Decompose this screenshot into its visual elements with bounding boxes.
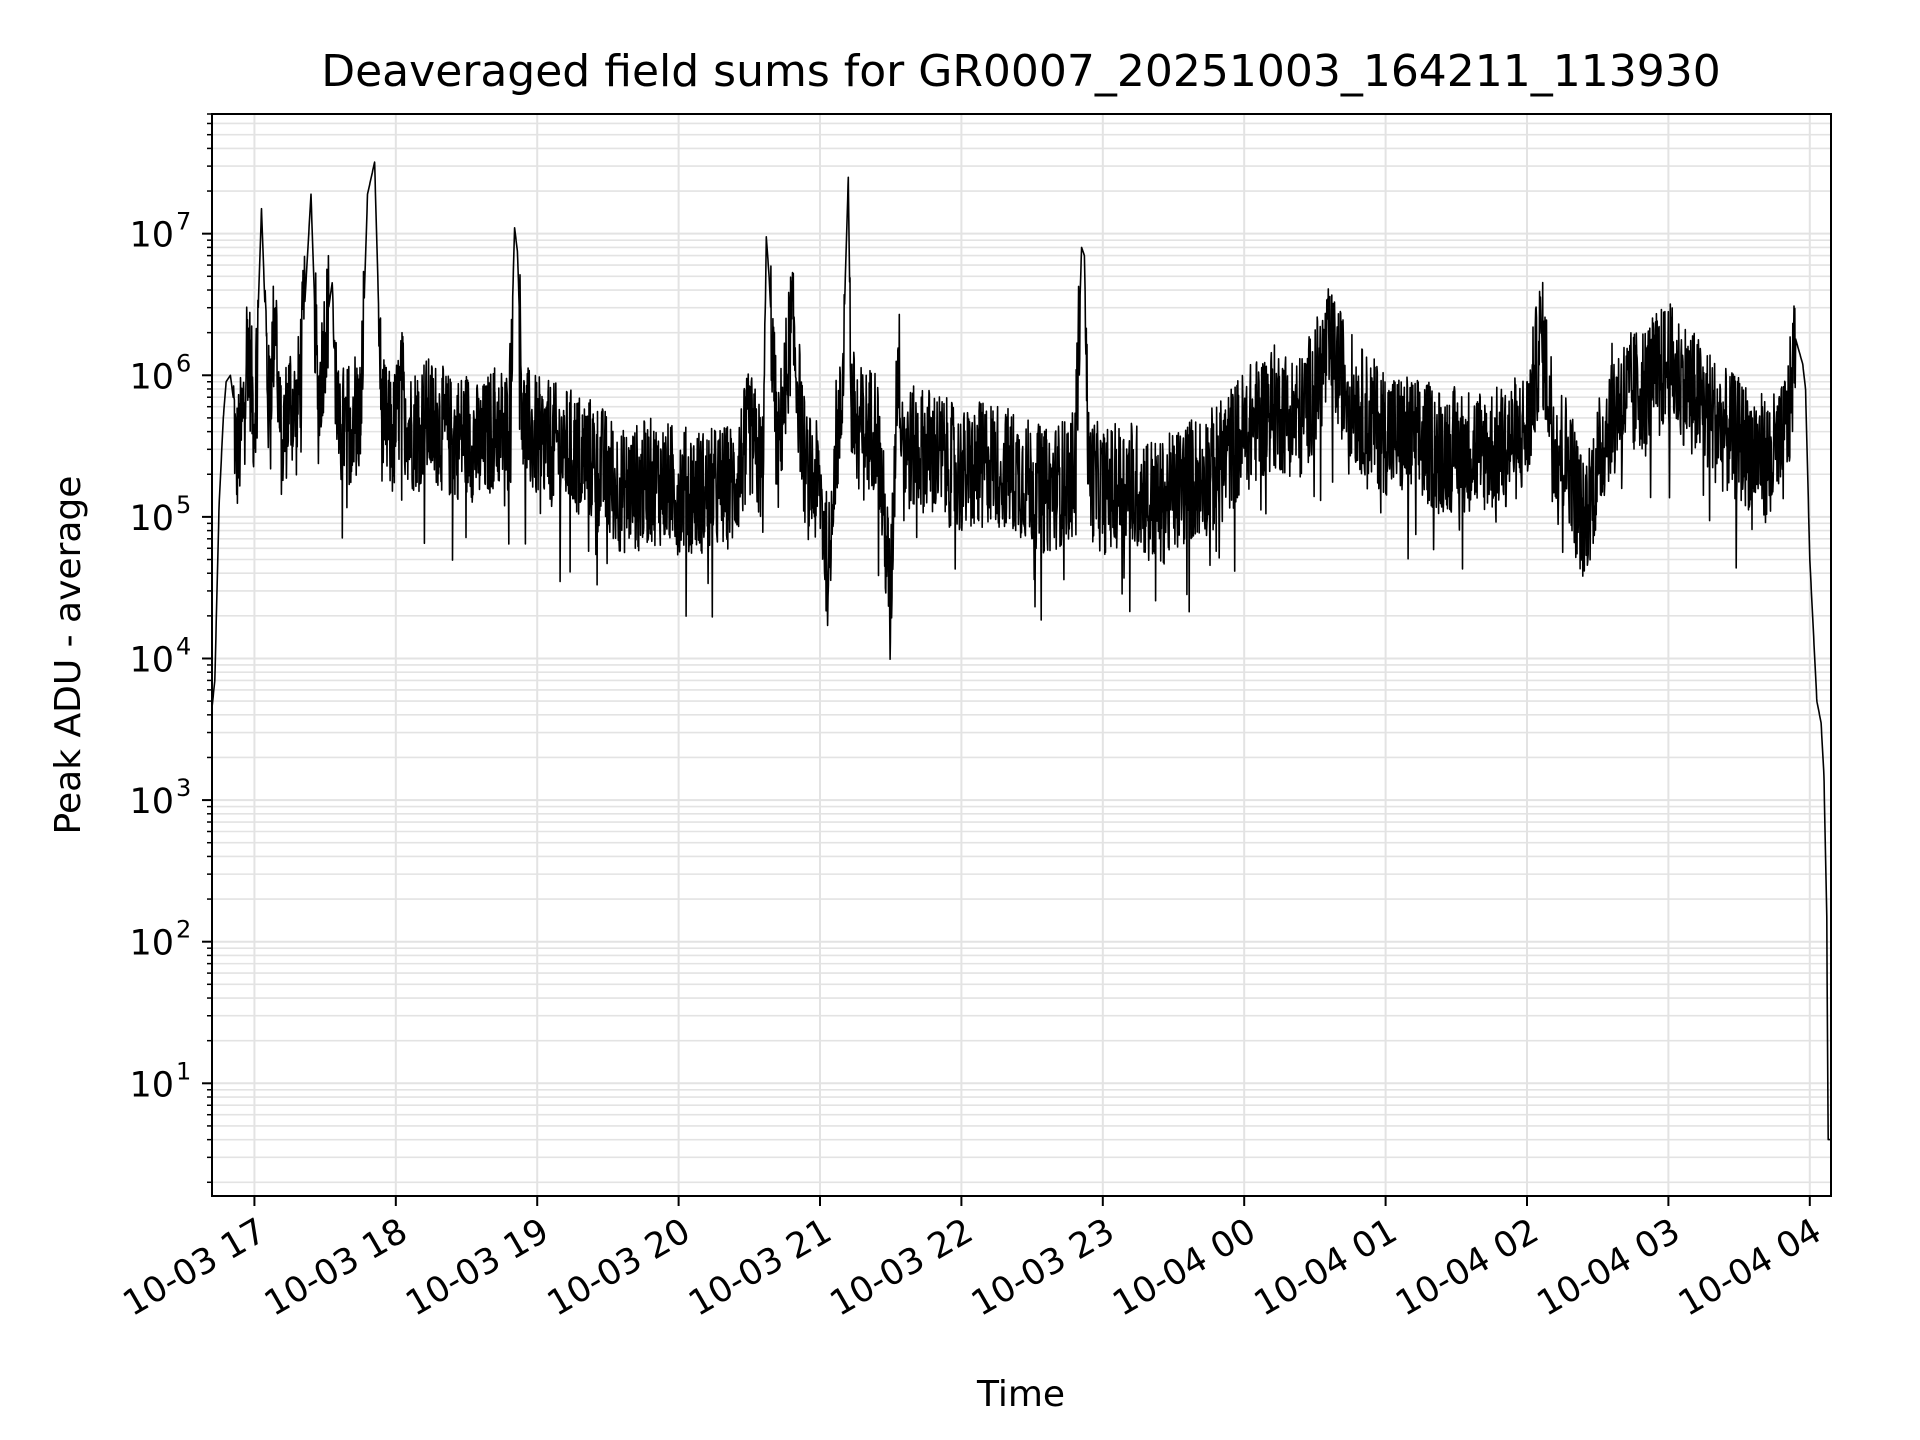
- chart-title: Deaveraged field sums for GR0007_2025100…: [321, 46, 1721, 97]
- y-tick-label: 10: [129, 1065, 174, 1105]
- y-tick-base: 10: [129, 640, 174, 680]
- y-tick-label: 10: [129, 499, 174, 539]
- y-tick-label: 10: [129, 357, 174, 397]
- y-tick-label: 10: [129, 782, 174, 822]
- y-tick-exponent: 1: [176, 1057, 191, 1085]
- y-tick-exponent: 6: [176, 349, 191, 377]
- y-tick-base: 10: [129, 357, 174, 397]
- y-tick-exponent: 2: [176, 916, 191, 944]
- y-tick-base: 10: [129, 499, 174, 539]
- y-axis-label: Peak ADU - average: [48, 476, 89, 835]
- series-line: [211, 161, 1832, 1141]
- y-tick-base: 10: [129, 924, 174, 964]
- y-tick-base: 10: [129, 1065, 174, 1105]
- y-tick-label: 10: [129, 216, 174, 256]
- x-axis-label: Time: [976, 1374, 1065, 1415]
- grid: [212, 113, 1831, 1196]
- plot-frame: [211, 113, 1832, 1197]
- y-tick-label: 10: [129, 640, 174, 680]
- y-tick-exponent: 4: [176, 632, 191, 660]
- y-tick-base: 10: [129, 216, 174, 256]
- y-tick-exponent: 3: [176, 774, 191, 802]
- y-tick-exponent: 5: [176, 491, 191, 519]
- y-tick-exponent: 7: [176, 208, 191, 236]
- y-tick-base: 10: [129, 782, 174, 822]
- y-tick-label: 10: [129, 924, 174, 964]
